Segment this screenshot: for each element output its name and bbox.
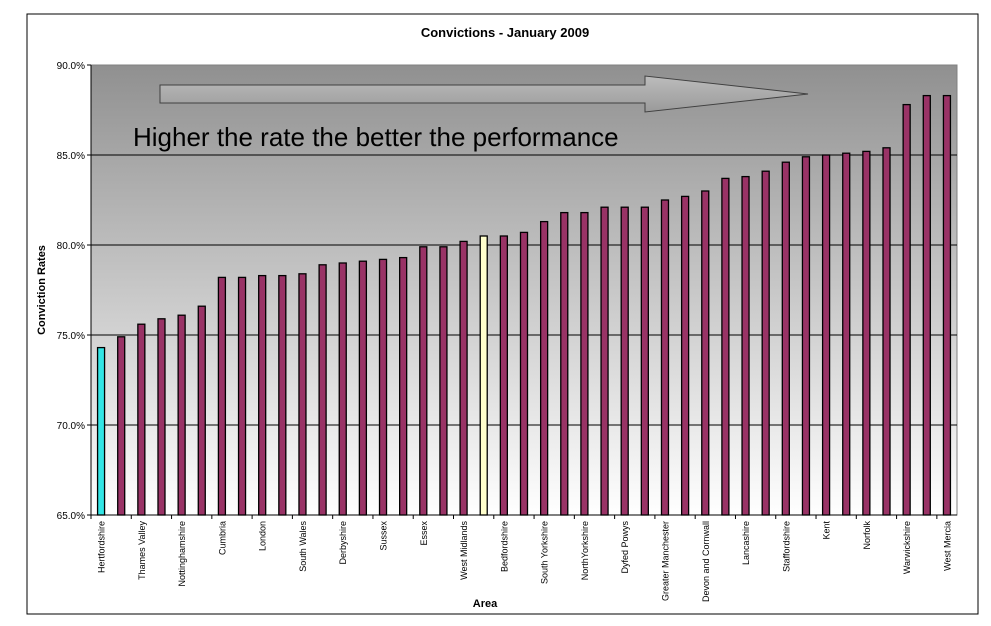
x-tick-label: South Wales (298, 521, 308, 572)
x-tick-label: Essex (419, 521, 429, 546)
bar (842, 152, 851, 516)
x-tick-label: Warwickshire (902, 521, 912, 574)
x-tick-label: NorthYorkshire (580, 521, 590, 580)
bar (539, 220, 549, 516)
bar (399, 256, 408, 516)
x-tick-label: Nottinghamshire (177, 521, 187, 587)
bar (660, 199, 670, 516)
x-axis-label: Area (473, 598, 498, 610)
bar (137, 323, 146, 516)
bar (378, 258, 388, 516)
x-axis-tick-labels: Hertfordshire Thames Valley Nottinghamshir… (97, 521, 953, 603)
bar (217, 276, 227, 516)
x-tick-label: Norfolk (862, 521, 872, 550)
x-tick-label: Bedfordshire (499, 521, 509, 572)
x-tick-label: Dyfed Powys (620, 521, 630, 574)
bar (640, 206, 649, 516)
bar (620, 206, 629, 516)
bar (882, 147, 891, 516)
bar (439, 246, 448, 516)
y-tick-label: 65.0% (57, 511, 85, 522)
x-tick-label: Hertfordshire (97, 521, 107, 573)
bar (117, 336, 126, 516)
y-tick-label: 90.0% (57, 61, 85, 72)
bar (701, 190, 710, 516)
x-tick-label: Devon and Cornwall (701, 521, 711, 602)
x-tick-label: Kent (822, 521, 832, 540)
chart-title: Convictions - January 2009 (421, 25, 589, 40)
performance-arrow (159, 75, 809, 113)
bar (922, 94, 931, 516)
y-tick-label: 80.0% (57, 241, 85, 252)
bar (580, 211, 589, 516)
x-axis-ticks (90, 515, 938, 519)
bar (278, 274, 287, 516)
x-tick-label: West Midlands (459, 521, 469, 580)
bars (96, 94, 952, 516)
bar (177, 314, 186, 516)
bar (237, 276, 247, 516)
x-tick-label: Greater Manchester (660, 521, 670, 601)
bar (902, 103, 911, 516)
x-tick-label: Derbyshire (338, 521, 348, 565)
y-tick-label: 75.0% (57, 331, 85, 342)
bar (680, 195, 690, 516)
bar (801, 156, 811, 516)
bar (338, 262, 347, 516)
bar (258, 274, 267, 516)
x-tick-label: Lancashire (741, 521, 751, 565)
bar (721, 177, 730, 516)
x-tick-label: Sussex (379, 521, 389, 551)
x-tick-label: Cumbria (217, 521, 227, 555)
bar (761, 170, 770, 516)
bar (942, 94, 952, 516)
y-axis-label: Conviction Rates (36, 245, 48, 335)
x-tick-label: West Mercia (942, 521, 952, 571)
bar (862, 150, 871, 516)
y-axis-ticks: 65.0% 70.0% 75.0% 80.0% 85.0% 90.0% (57, 61, 91, 522)
bar (560, 211, 569, 516)
y-tick-label: 70.0% (57, 421, 85, 432)
y-tick-label: 85.0% (57, 151, 85, 162)
x-tick-label: London (258, 521, 268, 551)
bar (318, 264, 327, 516)
bar (157, 318, 166, 516)
bar (459, 240, 468, 516)
bar (419, 246, 428, 516)
x-tick-label: Thames Valley (137, 521, 147, 580)
bar (96, 346, 106, 516)
bar (781, 161, 790, 516)
bar (197, 305, 206, 516)
bar (600, 206, 609, 516)
bar (298, 273, 307, 516)
bar (499, 235, 509, 516)
x-tick-label: Staffordshire (781, 521, 791, 572)
performance-annotation: Higher the rate the better the performan… (133, 122, 619, 152)
bar (519, 231, 529, 516)
bar (479, 235, 488, 516)
bar (741, 175, 750, 516)
x-tick-label: South Yorkshire (540, 521, 550, 584)
bar (821, 154, 831, 516)
bar (358, 260, 368, 516)
